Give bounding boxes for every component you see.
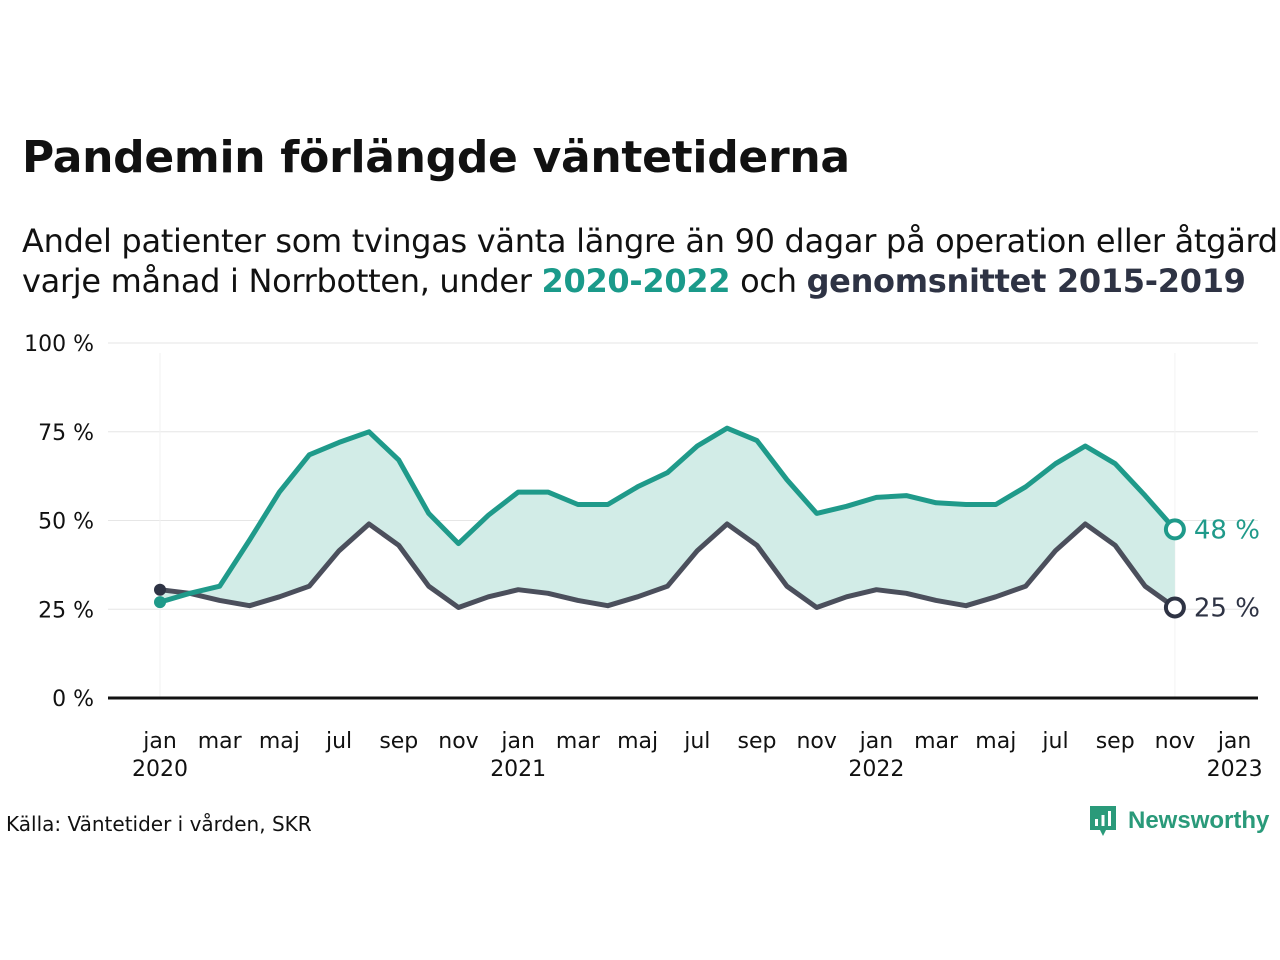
end-label-average: 25 % xyxy=(1194,593,1260,623)
x-tick-label-2022-05: maj xyxy=(975,729,1016,754)
x-tick-year-2022: 2022 xyxy=(848,757,904,782)
series-markers: 25 % 48 % xyxy=(154,515,1260,623)
x-tick-label-2021-11: nov xyxy=(796,729,836,754)
x-tick-year-2020: 2020 xyxy=(132,757,188,782)
chart-subtitle-line-1: Andel patienter som tvingas vänta längre… xyxy=(22,222,1278,260)
y-axis-ticks: 0 % 25 % 50 % 75 % 100 % xyxy=(24,332,94,712)
x-tick-label-2020-05: maj xyxy=(259,729,300,754)
y-tick-label-75: 75 % xyxy=(38,421,94,446)
series-line-current xyxy=(157,425,1178,605)
x-tick-label-2021-09: sep xyxy=(738,729,777,754)
start-marker-current xyxy=(154,596,166,609)
x-tick-label-2022-11: nov xyxy=(1155,729,1195,754)
subtitle-highlight-current: 2020-2022 xyxy=(541,262,731,300)
gridlines xyxy=(108,342,1258,698)
end-marker-current xyxy=(1163,518,1186,541)
x-tick-label-2022-01: jan xyxy=(859,729,894,754)
source-note: Källa: Väntetider i vården, SKR xyxy=(6,812,312,836)
y-tick-label-0: 0 % xyxy=(52,687,94,712)
start-marker-average xyxy=(154,583,166,596)
brand-name: Newsworthy xyxy=(1128,807,1270,834)
series-lines xyxy=(157,425,1178,610)
subtitle-text-prefix: varje månad i Norrbotten, under xyxy=(22,262,542,300)
series-line-average xyxy=(157,521,1178,610)
x-tick-label-2022-07: jul xyxy=(1041,729,1068,754)
subtitle-highlight-average: genomsnittet 2015-2019 xyxy=(806,262,1246,300)
subtitle-text-middle: och xyxy=(730,262,807,300)
x-tick-year-2021: 2021 xyxy=(490,757,546,782)
x-tick-label-2022-03: mar xyxy=(914,729,959,754)
x-tick-label-2020-03: mar xyxy=(198,729,243,754)
end-label-current: 48 % xyxy=(1194,515,1260,545)
x-tick-label-2020-07: jul xyxy=(325,729,352,754)
chart-subtitle-line-2: varje månad i Norrbotten, under 2020-202… xyxy=(22,262,1246,300)
x-tick-label-2021-01: jan xyxy=(500,729,535,754)
newsworthy-logo-icon xyxy=(1090,806,1116,836)
x-tick-label-2022-09: sep xyxy=(1096,729,1135,754)
y-tick-label-100: 100 % xyxy=(24,332,94,357)
end-marker-average xyxy=(1163,596,1186,619)
x-tick-label-2021-05: maj xyxy=(617,729,658,754)
brand-logo: Newsworthy xyxy=(1088,804,1269,838)
y-tick-label-25: 25 % xyxy=(38,598,94,623)
x-tick-label-2023-01: jan xyxy=(1217,729,1252,754)
x-tick-label-2020-09: sep xyxy=(379,729,418,754)
y-tick-label-50: 50 % xyxy=(38,510,94,535)
chart-title: Pandemin förlängde väntetiderna xyxy=(22,132,850,183)
x-tick-label-2021-07: jul xyxy=(683,729,710,754)
x-tick-label-2021-03: mar xyxy=(556,729,601,754)
x-tick-label-2020-01: jan xyxy=(142,729,177,754)
x-tick-label-2020-11: nov xyxy=(438,729,478,754)
x-tick-year-2023: 2023 xyxy=(1207,757,1263,782)
